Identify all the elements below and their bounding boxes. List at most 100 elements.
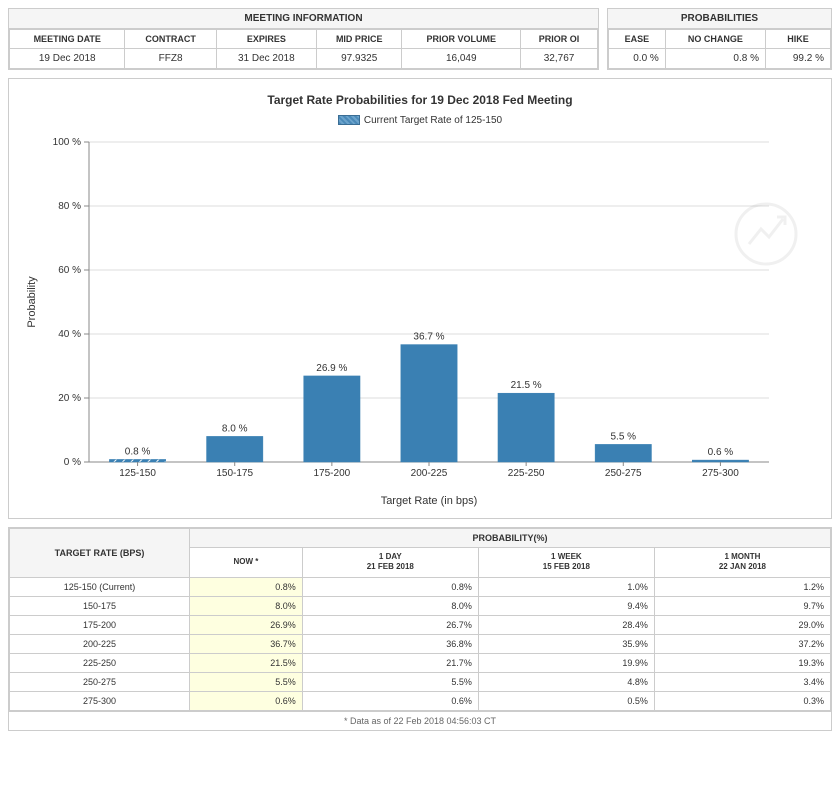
- prob-cell: 36.7%: [190, 634, 303, 653]
- prob-cell: 37.2%: [654, 634, 830, 653]
- chart-title: Target Rate Probabilities for 19 Dec 201…: [19, 93, 821, 107]
- prob-cell: 19.9%: [478, 653, 654, 672]
- xtick-label: 200-225: [411, 468, 448, 479]
- table-row: 175-20026.9%26.7%28.4%29.0%: [10, 615, 831, 634]
- bar-value-label: 5.5 %: [610, 431, 636, 442]
- bar: [304, 376, 360, 462]
- prob-cell: 26.9%: [190, 615, 303, 634]
- mi-val: FFZ8: [125, 49, 216, 69]
- sub-header: 1 DAY21 FEB 2018: [302, 548, 478, 578]
- prob-cell: 21.7%: [302, 653, 478, 672]
- history-table-panel: TARGET RATE (BPS) PROBABILITY(%) NOW *1 …: [8, 527, 832, 731]
- probabilities-header: PROBABILITIES: [608, 9, 831, 29]
- pp-col: HIKE: [765, 30, 830, 49]
- sub-header: 1 WEEK15 FEB 2018: [478, 548, 654, 578]
- rate-cell: 175-200: [10, 615, 190, 634]
- watermark-icon: [731, 199, 801, 269]
- sub-header: 1 MONTH22 JAN 2018: [654, 548, 830, 578]
- prob-cell: 5.5%: [190, 672, 303, 691]
- prob-cell: 0.6%: [190, 691, 303, 710]
- meeting-info-header: MEETING INFORMATION: [9, 9, 598, 29]
- ytick-label: 80 %: [58, 201, 81, 212]
- prob-cell: 0.6%: [302, 691, 478, 710]
- prob-cell: 35.9%: [478, 634, 654, 653]
- mi-val: 97.9325: [316, 49, 402, 69]
- bar: [498, 393, 554, 462]
- bar: [692, 460, 748, 462]
- prob-cell: 5.5%: [302, 672, 478, 691]
- xtick-label: 150-175: [216, 468, 253, 479]
- mi-col: PRIOR OI: [521, 30, 598, 49]
- rate-cell: 200-225: [10, 634, 190, 653]
- xtick-label: 250-275: [605, 468, 642, 479]
- chart-panel: Target Rate Probabilities for 19 Dec 201…: [8, 78, 832, 519]
- mi-val: 16,049: [402, 49, 521, 69]
- bar: [109, 459, 165, 462]
- table-row: 275-3000.6%0.6%0.5%0.3%: [10, 691, 831, 710]
- bar-value-label: 21.5 %: [511, 380, 542, 391]
- prob-cell: 26.7%: [302, 615, 478, 634]
- prob-cell: 36.8%: [302, 634, 478, 653]
- prob-cell: 0.3%: [654, 691, 830, 710]
- mi-col: PRIOR VOLUME: [402, 30, 521, 49]
- prob-cell: 19.3%: [654, 653, 830, 672]
- prob-cell: 29.0%: [654, 615, 830, 634]
- prob-cell: 21.5%: [190, 653, 303, 672]
- x-axis-label: Target Rate (in bps): [381, 495, 478, 507]
- table-row: 225-25021.5%21.7%19.9%19.3%: [10, 653, 831, 672]
- rate-cell: 125-150 (Current): [10, 577, 190, 596]
- mi-col: MEETING DATE: [10, 30, 125, 49]
- prob-cell: 1.2%: [654, 577, 830, 596]
- ytick-label: 40 %: [58, 329, 81, 340]
- meeting-info-table: MEETING DATECONTRACTEXPIRESMID PRICEPRIO…: [9, 29, 598, 69]
- probabilities-table: EASENO CHANGEHIKE 0.0 %0.8 %99.2 %: [608, 29, 831, 69]
- prob-cell: 0.8%: [302, 577, 478, 596]
- table-row: 200-22536.7%36.8%35.9%37.2%: [10, 634, 831, 653]
- y-axis-label: Probability: [26, 276, 38, 328]
- ytick-label: 60 %: [58, 265, 81, 276]
- meeting-info-panel: MEETING INFORMATION MEETING DATECONTRACT…: [8, 8, 599, 70]
- bar: [595, 444, 651, 462]
- sub-header: NOW *: [190, 548, 303, 578]
- bar-chart: 0 % 20 % 40 % 60 % 80 % 100 % 0.8 % 125-150 8.0 …: [19, 132, 799, 512]
- mi-val: 19 Dec 2018: [10, 49, 125, 69]
- mi-col: CONTRACT: [125, 30, 216, 49]
- table-row: 150-1758.0%8.0%9.4%9.7%: [10, 596, 831, 615]
- table-row: 250-2755.5%5.5%4.8%3.4%: [10, 672, 831, 691]
- bar-value-label: 8.0 %: [222, 423, 248, 434]
- pp-val: 99.2 %: [765, 49, 830, 69]
- bar: [207, 436, 263, 462]
- prob-cell: 0.5%: [478, 691, 654, 710]
- chart-legend: Current Target Rate of 125-150: [19, 115, 821, 126]
- prob-cell: 1.0%: [478, 577, 654, 596]
- rate-cell: 225-250: [10, 653, 190, 672]
- probabilities-panel: PROBABILITIES EASENO CHANGEHIKE 0.0 %0.8…: [607, 8, 832, 70]
- mi-col: MID PRICE: [316, 30, 402, 49]
- bar-value-label: 26.9 %: [316, 363, 347, 374]
- footnote: * Data as of 22 Feb 2018 04:56:03 CT: [9, 711, 831, 730]
- ytick-label: 100 %: [53, 137, 81, 148]
- ytick-label: 0 %: [64, 457, 81, 468]
- prob-cell: 9.4%: [478, 596, 654, 615]
- prob-cell: 28.4%: [478, 615, 654, 634]
- rate-cell: 275-300: [10, 691, 190, 710]
- table-row: 125-150 (Current)0.8%0.8%1.0%1.2%: [10, 577, 831, 596]
- ytick-label: 20 %: [58, 393, 81, 404]
- prob-cell: 4.8%: [478, 672, 654, 691]
- prob-cell: 3.4%: [654, 672, 830, 691]
- bar-value-label: 0.6 %: [708, 447, 734, 458]
- pp-col: EASE: [609, 30, 666, 49]
- bar-value-label: 0.8 %: [125, 446, 151, 457]
- xtick-label: 225-250: [508, 468, 545, 479]
- xtick-label: 275-300: [702, 468, 739, 479]
- xtick-label: 125-150: [119, 468, 156, 479]
- rate-cell: 250-275: [10, 672, 190, 691]
- pp-val: 0.8 %: [665, 49, 765, 69]
- bar-value-label: 36.7 %: [413, 332, 444, 343]
- pp-val: 0.0 %: [609, 49, 666, 69]
- prob-cell: 0.8%: [190, 577, 303, 596]
- prob-cell: 8.0%: [302, 596, 478, 615]
- legend-label: Current Target Rate of 125-150: [364, 115, 502, 126]
- bar: [401, 345, 457, 462]
- pp-col: NO CHANGE: [665, 30, 765, 49]
